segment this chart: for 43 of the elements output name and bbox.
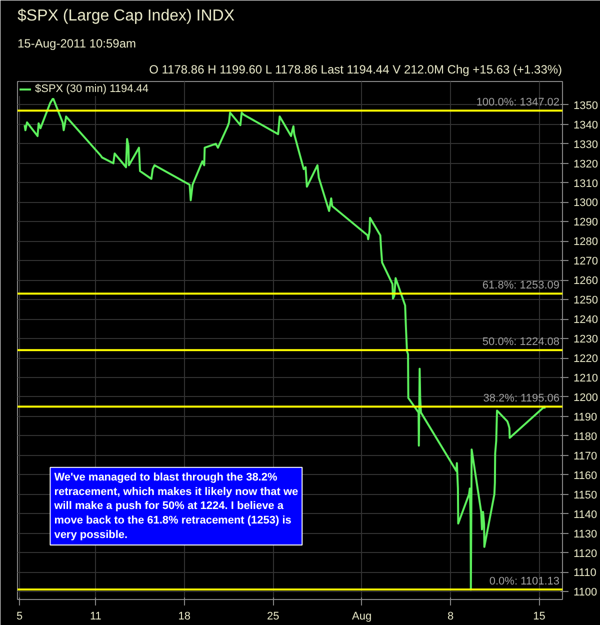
x-tick-label: 5 [16, 610, 23, 622]
chart-title: $SPX (Large Cap Index) INDX [18, 8, 235, 24]
y-tick-label: 1250 [574, 294, 598, 307]
x-tick-label: Aug [352, 610, 372, 622]
text: O 1178.86 H 1199.60 L 1178.86 Last 1194.44 V 212.0M Chg +15.63 (+1.33%) [149, 62, 562, 76]
ref-line-label: 0.0%: 1101.13 [489, 576, 560, 588]
y-tick-label: 1350 [574, 100, 598, 112]
y-tick-label: 1310 [574, 178, 598, 190]
y-tick-label: 1160 [574, 470, 598, 482]
ref-line-label: 61.8%: 1253.09 [482, 280, 560, 292]
y-tick-label: 1140 [574, 508, 598, 521]
y-tick-label: 1130 [574, 528, 598, 540]
x-tick-label: 8 [447, 610, 454, 622]
y-tick-label: 1100 [574, 586, 598, 599]
annotation: We've managed to blast through the 38.2% retracement, which makes it likely now that we will make a push for 50% at 1224. I believe a move back to the 61.8% retracement (1253) is very possible. [53, 471, 298, 542]
y-tick-label: 1180 [574, 430, 598, 443]
ref-line-label: 50.0%: 1224.08 [482, 336, 560, 348]
y-tick-label: 1300 [574, 197, 598, 210]
x-tick-label: 18 [178, 610, 191, 622]
y-tick-label: 1270 [574, 256, 598, 268]
x-tick-label: 25 [266, 610, 280, 622]
y-tick-label: 1320 [574, 158, 598, 170]
y-tick-label: 1120 [574, 548, 598, 560]
y-tick-label: 1260 [574, 275, 598, 288]
y-tick-label: 1170 [574, 450, 598, 462]
y-tick-label: 1200 [574, 392, 598, 404]
x-tick-label: 11 [90, 610, 102, 622]
ref-line-label: 100.0%: 1347.02 [476, 96, 560, 109]
y-tick-label: 1210 [574, 372, 598, 384]
y-tick-label: 1110 [574, 567, 596, 580]
y-tick-label: 1330 [574, 138, 598, 151]
chart-subtitle: 15-Aug-2011 10:59am [18, 36, 136, 50]
y-tick-label: 1150 [574, 489, 598, 502]
y-tick-label: 1230 [574, 334, 598, 346]
ref-line-label: 38.2%: 1195.06 [483, 392, 560, 405]
x-tick-label: 15 [533, 610, 546, 622]
y-tick-label: 1290 [574, 216, 598, 229]
legend-label: $SPX (30 min) 1194.44 [35, 83, 149, 95]
y-tick-label: 1280 [574, 236, 598, 248]
y-tick-label: 1220 [574, 353, 598, 366]
y-tick-label: 1190 [574, 411, 598, 424]
y-tick-label: 1340 [574, 119, 598, 132]
y-tick-label: 1240 [574, 314, 598, 326]
